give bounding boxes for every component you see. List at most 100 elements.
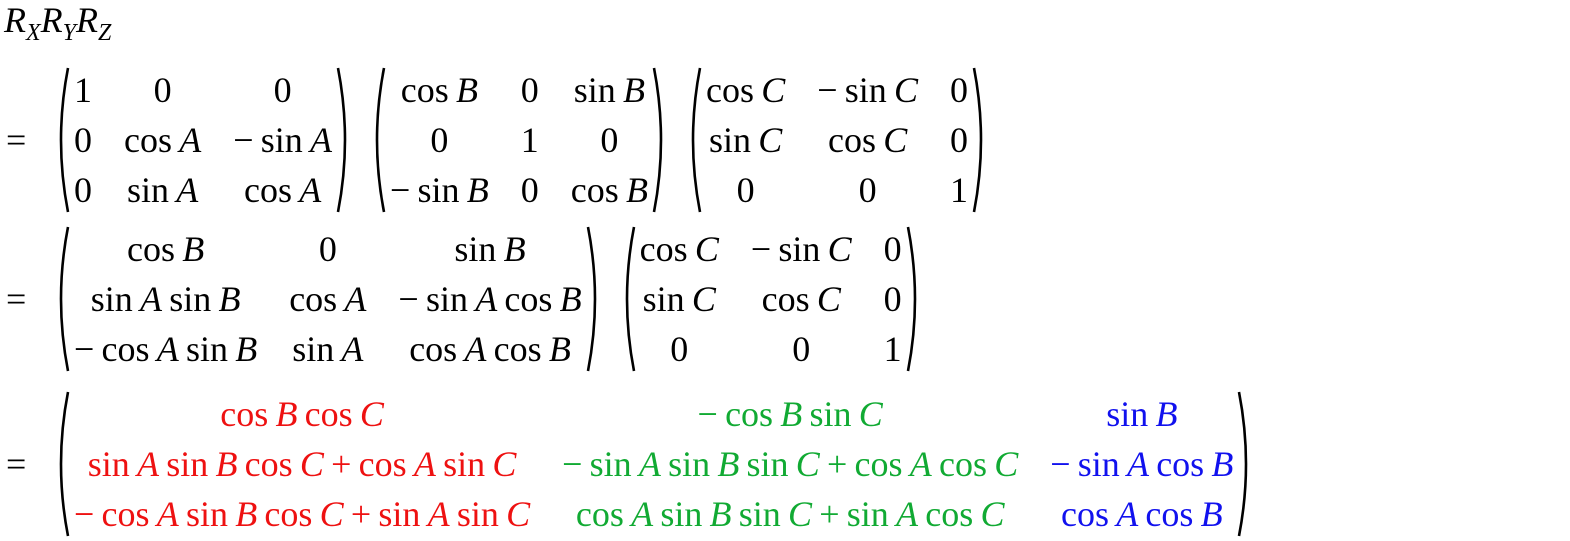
matrix-row: cos C − sin C 0: [704, 65, 970, 115]
matrix-row: cos B 0 sin B: [72, 224, 584, 274]
matrix-row: − cos A sin B sin A cos A cos B: [72, 324, 584, 374]
matrix-rz: cos C − sin C 0 sin C cos C 0 0 0 1: [684, 65, 990, 215]
equation-line-3: = cos B cos C − cos B sin C sin B sin A sin…: [0, 386, 1269, 541]
matrix-cell: 0: [736, 170, 755, 210]
matrix-grid: 1 0 0 0 cos A − sin A 0 sin A cos A: [72, 65, 334, 215]
matrix-ry: cos B 0 sin B 0 1 0 − sin B 0 cos B: [368, 65, 670, 215]
matrix-rxry: cos B 0 sin B sin A sin B cos A − sin A cos B…: [52, 224, 604, 374]
matrix-cell: − sin C: [817, 70, 918, 110]
matrix-row: sin A sin B cos A − sin A cos B: [72, 274, 584, 324]
matrix-cell: − sin A cos B: [1050, 443, 1234, 484]
r-symbol: R: [4, 0, 26, 40]
equation-line-2: = cos B 0 sin B sin A sin B cos A − sin A cos…: [0, 222, 938, 376]
matrix-row: cos B cos C − cos B sin C sin B: [72, 389, 1235, 439]
matrix-cell: cos B: [126, 229, 205, 269]
matrix-row: 1 0 0: [72, 65, 334, 115]
matrix-row: 0 0 1: [638, 324, 904, 374]
matrix-cell: cos A: [289, 279, 367, 319]
matrix-cell: 1: [949, 170, 968, 210]
matrix-cell: 0: [792, 329, 811, 369]
matrix-grid: cos B 0 sin B 0 1 0 − sin B 0 cos B: [388, 65, 650, 215]
matrix-row: sin C cos C 0: [638, 274, 904, 324]
matrix-cell: 0: [883, 229, 902, 269]
matrix-result: cos B cos C − cos B sin C sin B sin A sin B…: [52, 389, 1255, 539]
matrix-cell: 0: [153, 70, 172, 110]
matrix-cell: 0: [670, 329, 689, 369]
left-paren: [52, 65, 72, 215]
matrix-row: − cos A sin B cos C + sin A sin C cos A s…: [72, 489, 1235, 539]
matrix-row: sin C cos C 0: [704, 115, 970, 165]
matrix-rx: 1 0 0 0 cos A − sin A 0 sin A cos A: [52, 65, 354, 215]
matrix-cell: sin A sin B: [90, 279, 241, 319]
left-paren: [52, 224, 72, 374]
matrix-cell: − cos A sin B: [74, 329, 258, 369]
right-paren: [904, 224, 924, 374]
subscript-z: Z: [98, 20, 112, 46]
equation-title: RXRYRZ: [4, 0, 111, 53]
matrix-cell: sin A sin B cos C + cos A sin C: [87, 443, 517, 484]
matrix-cell: 0: [318, 229, 337, 269]
subscript-x: X: [26, 20, 41, 46]
matrix-cell: sin A: [126, 170, 199, 210]
matrix-cell: cos C: [639, 229, 719, 269]
right-paren: [1235, 389, 1255, 539]
matrix-cell: cos A cos B: [409, 329, 571, 369]
matrix-cell: 0: [949, 120, 968, 160]
matrix-cell: 0: [74, 120, 92, 160]
matrix-cell: sin A: [292, 329, 364, 369]
left-paren: [52, 389, 72, 539]
matrix-cell: cos B: [400, 70, 478, 110]
matrix-cell: cos A sin B sin C + sin A cos C: [575, 493, 1005, 534]
matrix-row: 0 cos A − sin A: [72, 115, 334, 165]
matrix-cell: − sin B: [389, 170, 489, 210]
matrix-cell: cos C: [705, 70, 786, 110]
matrix-cell: − sin A: [233, 120, 332, 160]
matrix-cell: 0: [74, 170, 92, 210]
matrix-rz: cos C − sin C 0 sin C cos C 0 0 0 1: [618, 224, 924, 374]
matrix-cell: 0: [949, 70, 968, 110]
matrix-grid: cos B cos C − cos B sin C sin B sin A sin B…: [72, 389, 1235, 539]
matrix-cell: 1: [520, 120, 539, 160]
matrix-row: − sin B 0 cos B: [388, 165, 650, 215]
matrix-cell: sin B: [1106, 393, 1178, 434]
matrix-cell: 1: [74, 70, 92, 110]
matrix-cell: − cos A sin B cos C + sin A sin C: [74, 493, 531, 534]
right-paren: [584, 224, 604, 374]
equals-sign: =: [6, 279, 27, 319]
matrix-cell: 0: [520, 170, 539, 210]
matrix-cell: sin C: [708, 120, 783, 160]
matrix-cell: cos B: [570, 170, 648, 210]
matrix-row: 0 1 0: [388, 115, 650, 165]
matrix-grid: cos B 0 sin B sin A sin B cos A − sin A cos B…: [72, 224, 584, 374]
matrix-cell: sin C: [642, 279, 716, 319]
matrix-cell: − sin A sin B sin C + cos A cos C: [562, 443, 1019, 484]
left-paren: [368, 65, 388, 215]
left-paren: [684, 65, 704, 215]
matrix-grid: cos C − sin C 0 sin C cos C 0 0 0 1: [638, 224, 904, 374]
equals-sign: =: [6, 120, 27, 160]
matrix-row: sin A sin B cos C + cos A sin C − sin A s…: [72, 439, 1235, 489]
matrix-cell: 0: [883, 279, 902, 319]
r-symbol: R: [76, 0, 99, 40]
matrix-cell: cos A: [243, 170, 322, 210]
matrix-cell: − sin A cos B: [398, 279, 582, 319]
left-paren: [618, 224, 638, 374]
matrix-cell: sin B: [573, 70, 645, 110]
right-paren: [650, 65, 670, 215]
matrix-grid: cos C − sin C 0 sin C cos C 0 0 0 1: [704, 65, 970, 215]
matrix-row: 0 sin A cos A: [72, 165, 334, 215]
matrix-cell: 0: [430, 120, 449, 160]
matrix-cell: 0: [858, 170, 877, 210]
matrix-cell: sin B: [454, 229, 526, 269]
matrix-row: cos B 0 sin B: [388, 65, 650, 115]
matrix-cell: cos A: [124, 120, 202, 160]
right-paren: [334, 65, 354, 215]
right-paren: [970, 65, 990, 215]
matrix-cell: cos C: [827, 120, 908, 160]
matrix-cell: 0: [273, 70, 292, 110]
matrix-cell: cos C: [761, 279, 841, 319]
matrix-cell: 0: [600, 120, 619, 160]
equals-sign: =: [6, 443, 27, 484]
